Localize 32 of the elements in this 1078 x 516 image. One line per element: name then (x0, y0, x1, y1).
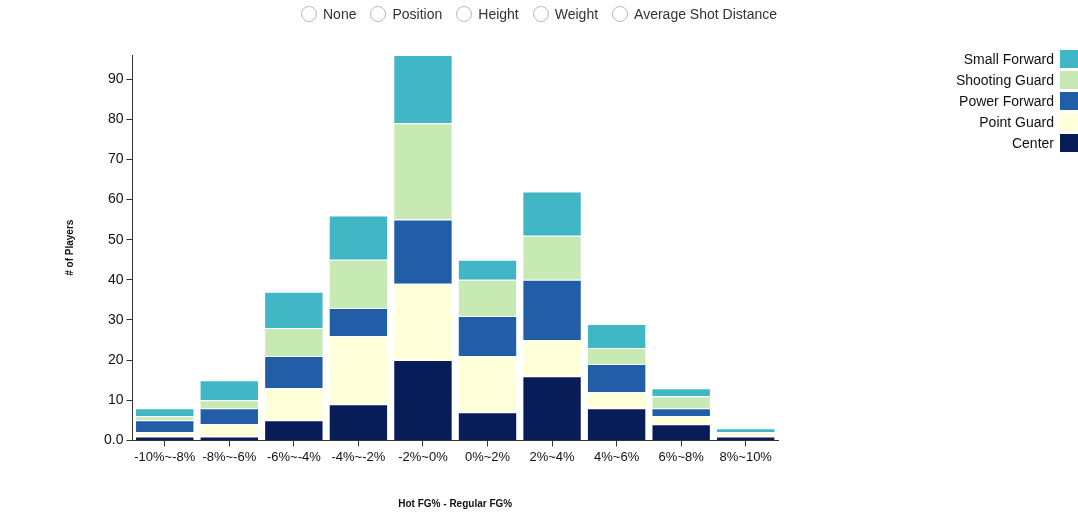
legend-label: Center (1011, 134, 1054, 151)
text: None (322, 6, 357, 22)
x-tick-label: 4%~6% (594, 448, 640, 464)
text: Height (478, 6, 519, 22)
y-tick-label: 90 (107, 69, 124, 86)
x-tick-label: -8%~-6% (202, 448, 257, 464)
y-tick-label: 30 (107, 310, 124, 327)
legend-label: Small Forward (963, 50, 1054, 67)
x-tick-label: 6%~8% (658, 448, 705, 464)
y-tick-label: 20 (107, 350, 124, 367)
y-tick-label: 10 (107, 391, 124, 408)
x-tick-label: 2%~4% (529, 448, 576, 464)
y-tick-label: 70 (107, 150, 124, 167)
x-tick-label: 8%~10% (719, 448, 773, 464)
text: Average Shot Distance (634, 6, 778, 22)
y-tick-label: 80 (107, 110, 124, 127)
text: Weight (554, 6, 599, 22)
x-tick-label: -6%~-4% (266, 448, 322, 464)
x-axis-title: Hot FG% - Regular FG% (398, 497, 513, 509)
y-tick-label: 50 (107, 230, 124, 247)
y-axis-title: # of Players (63, 219, 75, 276)
x-tick-label: -4%~-2% (331, 448, 386, 464)
text: Position (392, 6, 443, 22)
legend-label: Power Forward (959, 92, 1054, 109)
x-tick-label: 0%~2% (464, 448, 511, 464)
x-tick-label: -2%~0% (398, 448, 449, 464)
y-tick-label: 0.0 (103, 431, 124, 448)
y-tick-label: 40 (107, 270, 124, 287)
legend-label: Shooting Guard (955, 71, 1054, 88)
legend-label: Point Guard (979, 113, 1054, 130)
x-tick-label: -10%~-8% (134, 448, 196, 464)
y-tick-label: 60 (107, 190, 124, 207)
